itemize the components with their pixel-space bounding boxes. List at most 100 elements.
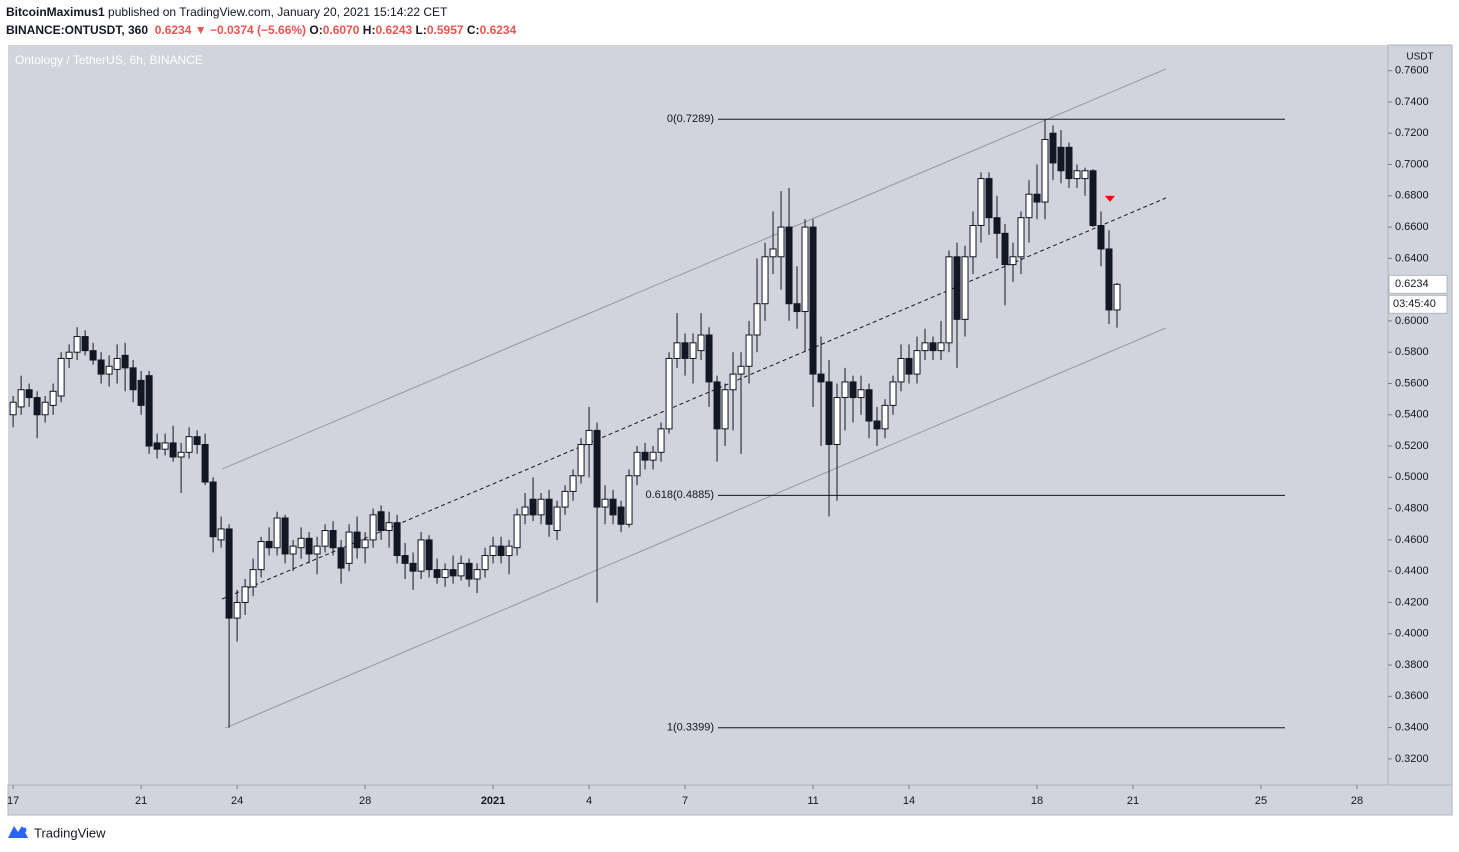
y-tick-label: 0.3400 [1395, 722, 1429, 734]
y-tick-label: 0.5800 [1395, 346, 1429, 358]
l-label: L: [415, 23, 427, 37]
candle-body [649, 451, 657, 461]
y-axis-label: USDT [1406, 52, 1433, 63]
candle-body [265, 540, 273, 549]
candle-body [1049, 132, 1057, 164]
candle-body [73, 336, 81, 353]
y-tick-label: 0.5000 [1395, 471, 1429, 483]
candle-body [169, 442, 177, 458]
candle-body [729, 373, 737, 391]
candle-body [769, 248, 777, 258]
candle-body [857, 389, 865, 399]
candle-body [249, 569, 257, 588]
c: 0.6234 [479, 23, 517, 37]
candle-body [329, 530, 337, 549]
candle-body [305, 537, 313, 555]
candle-body [337, 547, 345, 569]
candle-body [801, 226, 809, 313]
candle-body [9, 401, 17, 416]
candle-body [921, 342, 929, 352]
candle-body [289, 545, 297, 555]
y-tick-label: 0.5400 [1395, 409, 1429, 421]
candle-body [777, 226, 785, 258]
candle-body [993, 217, 1001, 234]
candle-body [785, 226, 793, 305]
candle-body [705, 334, 713, 383]
candle-body [465, 562, 473, 580]
candle-body [81, 336, 89, 352]
candle-body [937, 342, 945, 352]
time-axis [7, 784, 1453, 816]
logo [8, 826, 28, 838]
candle-body [409, 562, 417, 572]
candle-body [713, 381, 721, 430]
candle-body [321, 530, 329, 547]
candle-body [865, 389, 873, 422]
published: published on TradingView.com, January 20… [108, 5, 448, 19]
candle-body [257, 540, 265, 571]
candle-body [577, 443, 585, 477]
candle-body [361, 539, 369, 549]
candle-body [209, 481, 217, 538]
candle-body [665, 357, 673, 430]
x-tick-label: 28 [1351, 795, 1363, 807]
candle-body [545, 498, 553, 525]
candle-body [369, 514, 377, 541]
candle-body [89, 350, 97, 361]
candle-body [913, 350, 921, 375]
fib-label: 0.618(0.4885) [645, 489, 714, 501]
y-tick-label: 0.5200 [1395, 440, 1429, 452]
y-tick-label: 0.3600 [1395, 690, 1429, 702]
candle-body [1065, 146, 1073, 180]
y-tick-label: 0.3200 [1395, 753, 1429, 765]
x-tick-label: 24 [231, 795, 243, 807]
candle-body [897, 357, 905, 383]
candle-body [217, 528, 225, 541]
candle-body [817, 373, 825, 383]
y-tick-label: 0.7600 [1395, 65, 1429, 77]
candle-body [681, 342, 689, 359]
plot [9, 68, 1285, 729]
candle-body [953, 256, 961, 320]
candle-body [793, 303, 801, 313]
candle-body [425, 539, 433, 571]
candle-body [985, 178, 993, 219]
candle-body [737, 365, 745, 375]
chart-title: Ontology / TetherUS, 6h, BINANCE [15, 53, 203, 67]
y-tick-label: 0.4200 [1395, 596, 1429, 608]
h-label: H: [362, 23, 376, 37]
last-price-box [1388, 274, 1448, 294]
candle-body [273, 517, 281, 549]
candle-body [377, 511, 385, 532]
o: 0.6070 [322, 23, 360, 37]
candle-body [1113, 283, 1121, 311]
symbol: BINANCE:ONTUSDT, 360 [6, 23, 149, 37]
candle-body [657, 428, 665, 453]
y-tick-label: 0.3800 [1395, 659, 1429, 671]
candle-body [153, 442, 161, 450]
candle-body [1017, 217, 1025, 258]
candle-body [225, 528, 233, 619]
fib-label: 1(0.3399) [667, 722, 714, 734]
candle-body [721, 389, 729, 430]
candle-body [625, 475, 633, 525]
plot-area [8, 45, 1388, 785]
x-tick-label: 4 [586, 795, 592, 807]
candle-body [113, 357, 121, 370]
candle-body [1033, 193, 1041, 203]
candle-body [177, 451, 185, 458]
fib-label: 0(0.7289) [667, 113, 714, 125]
candle-body [449, 569, 457, 577]
countdown-box [1388, 294, 1448, 314]
y-tick-label: 0.6400 [1395, 252, 1429, 264]
candle-body [385, 522, 393, 532]
channel-line [225, 327, 1167, 729]
x-tick-label: 21 [1127, 795, 1139, 807]
y-tick-label: 0.6600 [1395, 221, 1429, 233]
candle-body [137, 379, 145, 406]
candle-body [641, 451, 649, 461]
candle-body [457, 562, 465, 577]
candle-body [961, 256, 969, 320]
